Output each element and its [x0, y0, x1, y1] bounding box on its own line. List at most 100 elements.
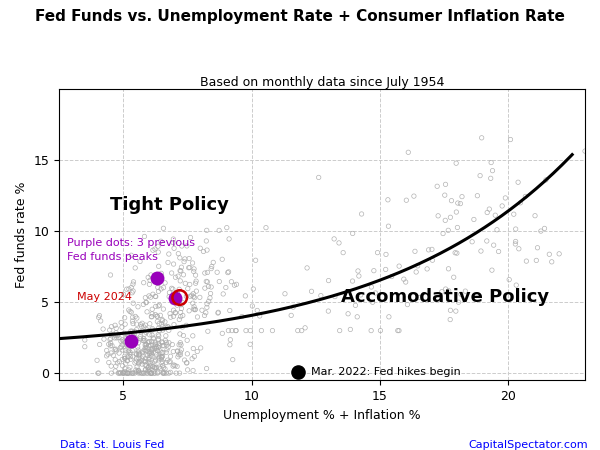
Point [105, 336, 115, 343]
Point [202, 227, 212, 234]
Point [143, 359, 153, 366]
Point [424, 246, 433, 253]
Point [152, 274, 161, 282]
Point [139, 337, 149, 344]
Point [148, 291, 158, 298]
Point [152, 318, 162, 325]
Point [142, 341, 151, 348]
Point [137, 320, 147, 327]
Point [286, 312, 296, 319]
Point [92, 357, 102, 364]
Point [142, 344, 152, 351]
Point [134, 355, 144, 362]
Point [324, 277, 334, 284]
Point [135, 369, 145, 376]
Point [80, 336, 89, 343]
Point [124, 333, 133, 340]
Point [146, 352, 155, 360]
Point [188, 332, 197, 339]
Point [158, 352, 167, 360]
Point [121, 339, 130, 346]
Point [125, 308, 135, 315]
Point [182, 359, 191, 366]
Point [157, 321, 166, 328]
Point [232, 281, 241, 288]
Point [208, 259, 218, 266]
Point [166, 353, 175, 360]
Point [268, 327, 277, 334]
Point [146, 271, 156, 279]
Point [152, 345, 161, 352]
Point [128, 353, 137, 360]
Point [137, 369, 147, 377]
Point [253, 307, 262, 314]
Point [130, 313, 140, 320]
Point [145, 362, 155, 369]
Point [455, 200, 465, 207]
Point [330, 293, 340, 300]
Point [226, 336, 235, 343]
Point [102, 347, 112, 354]
Point [422, 266, 432, 273]
Point [128, 314, 137, 321]
Point [140, 344, 150, 351]
Point [140, 321, 150, 328]
Point [163, 323, 173, 330]
Point [189, 268, 199, 275]
Point [212, 269, 222, 276]
Point [141, 366, 151, 373]
Point [129, 331, 139, 338]
Point [126, 342, 136, 350]
Point [172, 302, 182, 309]
Point [137, 349, 147, 356]
Point [116, 369, 125, 377]
Point [145, 365, 155, 373]
Point [154, 302, 163, 310]
Point [114, 334, 124, 341]
Point [94, 314, 103, 321]
Point [120, 314, 130, 321]
Point [115, 358, 124, 365]
Point [189, 306, 199, 313]
Point [152, 351, 161, 358]
Point [289, 303, 298, 310]
Point [199, 248, 208, 255]
Point [202, 247, 212, 254]
Point [175, 254, 185, 261]
Point [112, 347, 121, 355]
Point [148, 327, 157, 334]
Point [112, 334, 122, 342]
Point [251, 256, 260, 264]
Point [144, 348, 154, 356]
Point [121, 360, 131, 367]
Point [453, 199, 463, 207]
Point [473, 192, 482, 199]
Point [182, 337, 192, 344]
Point [441, 285, 451, 292]
Point [122, 369, 132, 377]
Text: Data: St. Louis Fed: Data: St. Louis Fed [60, 440, 164, 450]
Point [350, 302, 360, 309]
Point [476, 248, 486, 255]
Point [427, 246, 437, 253]
Point [131, 350, 141, 357]
Point [155, 347, 165, 355]
Point [186, 234, 196, 241]
Point [131, 358, 141, 365]
Point [175, 349, 185, 356]
Point [202, 278, 211, 285]
Point [446, 214, 455, 221]
Point [157, 316, 167, 323]
Point [154, 340, 163, 347]
Point [106, 363, 116, 370]
Point [403, 148, 413, 156]
Point [164, 251, 173, 258]
Point [156, 285, 166, 292]
Point [173, 273, 183, 280]
Point [137, 360, 147, 368]
Point [133, 346, 143, 354]
Point [241, 292, 250, 300]
Point [157, 353, 167, 360]
Point [151, 303, 161, 310]
Point [185, 292, 195, 300]
